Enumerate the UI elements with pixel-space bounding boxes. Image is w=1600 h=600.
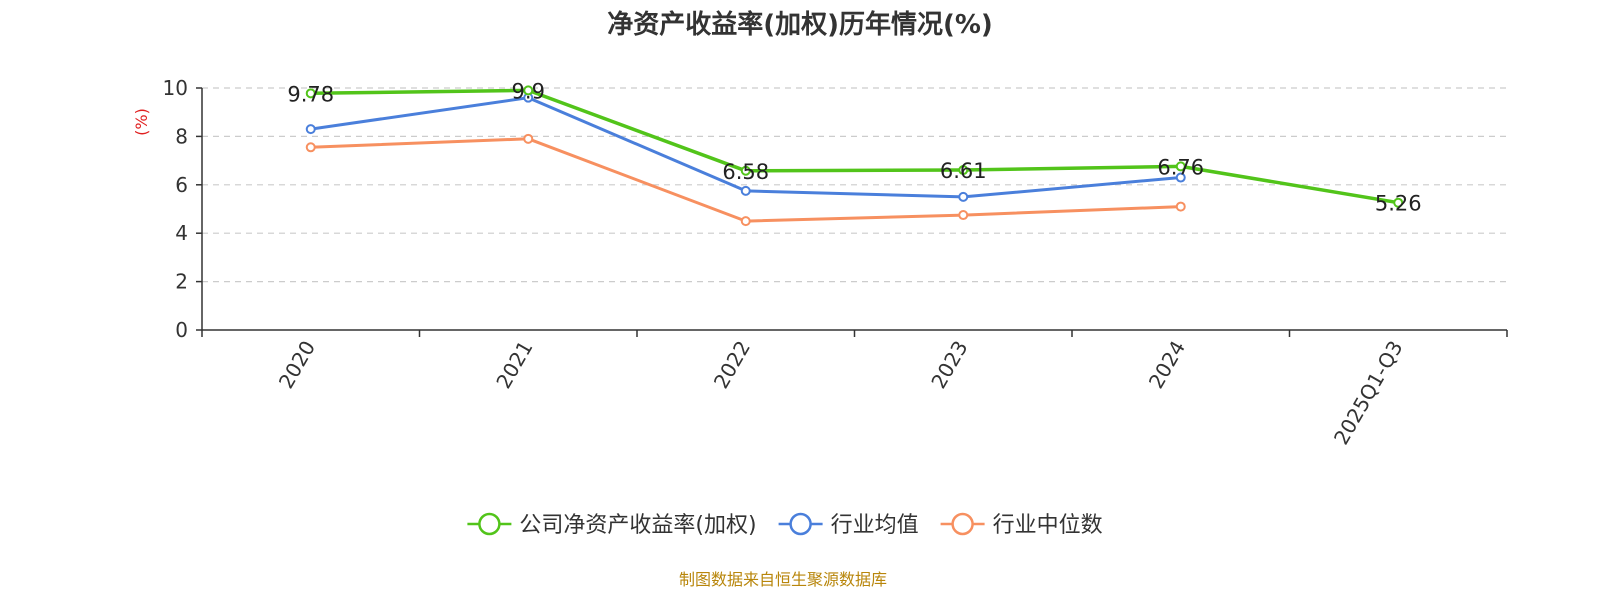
x-tick-label: 2023	[926, 337, 972, 393]
y-tick-label: 6	[175, 173, 188, 197]
data-label: 5.26	[1375, 192, 1422, 216]
legend: 公司净资产收益率(加权) 行业均值 行业中位数	[467, 512, 1103, 538]
legend-label: 公司净资产收益率(加权)	[519, 513, 756, 538]
source-note: 制图数据来自恒生聚源数据库	[679, 570, 887, 589]
data-point[interactable]	[958, 191, 969, 202]
series-line-0	[309, 88, 1401, 205]
data-point[interactable]	[958, 165, 969, 176]
data-point[interactable]	[740, 185, 751, 196]
data-label: 9.78	[287, 82, 334, 106]
data-point[interactable]	[740, 216, 751, 227]
x-tick-label: 2022	[709, 337, 755, 393]
data-point[interactable]	[523, 133, 534, 144]
legend-label: 行业均值	[831, 513, 919, 538]
data-label: 6.58	[722, 160, 769, 184]
x-tick-label: 2024	[1144, 337, 1190, 393]
data-point[interactable]	[305, 124, 316, 135]
data-point[interactable]	[523, 85, 534, 96]
data-label-layer: 9.78 9.9 6.58 6.61 6.76 5.26	[287, 79, 1421, 215]
y-tick-label: 0	[175, 318, 188, 342]
y-tick-label: 4	[175, 221, 188, 245]
legend-label: 行业中位数	[993, 513, 1103, 538]
legend-circle-icon	[951, 512, 974, 536]
y-tick-label: 8	[175, 124, 188, 148]
legend-item-0[interactable]: 公司净资产收益率(加权)	[467, 512, 757, 538]
legend-item-1[interactable]: 行业均值	[778, 512, 919, 538]
y-tick-label: 2	[175, 270, 188, 294]
data-point[interactable]	[305, 142, 316, 153]
data-point[interactable]	[1175, 201, 1186, 212]
series-layer	[305, 85, 1404, 227]
chart-title: 净资产收益率(加权)历年情况(%)	[607, 9, 993, 40]
data-point[interactable]	[1175, 172, 1186, 183]
legend-circle-icon	[478, 512, 501, 536]
legend-circle-icon	[789, 512, 812, 536]
data-label: 6.61	[940, 159, 987, 183]
x-tick-label: 2021	[491, 337, 537, 393]
data-label: 6.76	[1157, 155, 1204, 179]
data-point[interactable]	[1393, 197, 1404, 208]
x-tick-label: 2020	[274, 337, 320, 393]
y-axis-label: (%)	[132, 108, 151, 136]
legend-item-2[interactable]: 行业中位数	[940, 512, 1103, 538]
grid-layer	[202, 87, 1507, 283]
data-label: 9.9	[512, 79, 545, 103]
data-point[interactable]	[740, 165, 751, 176]
y-tick-label: 10	[163, 76, 188, 100]
data-point[interactable]	[1175, 161, 1186, 172]
data-point[interactable]	[958, 210, 969, 221]
x-tick-label: 2025Q1-Q3	[1329, 337, 1408, 449]
axis-layer: 0 2 4 6 8 10 (%) 2020 2021 2022 2023 2024 2025Q1-Q3	[132, 76, 1508, 449]
data-point[interactable]	[305, 88, 316, 99]
